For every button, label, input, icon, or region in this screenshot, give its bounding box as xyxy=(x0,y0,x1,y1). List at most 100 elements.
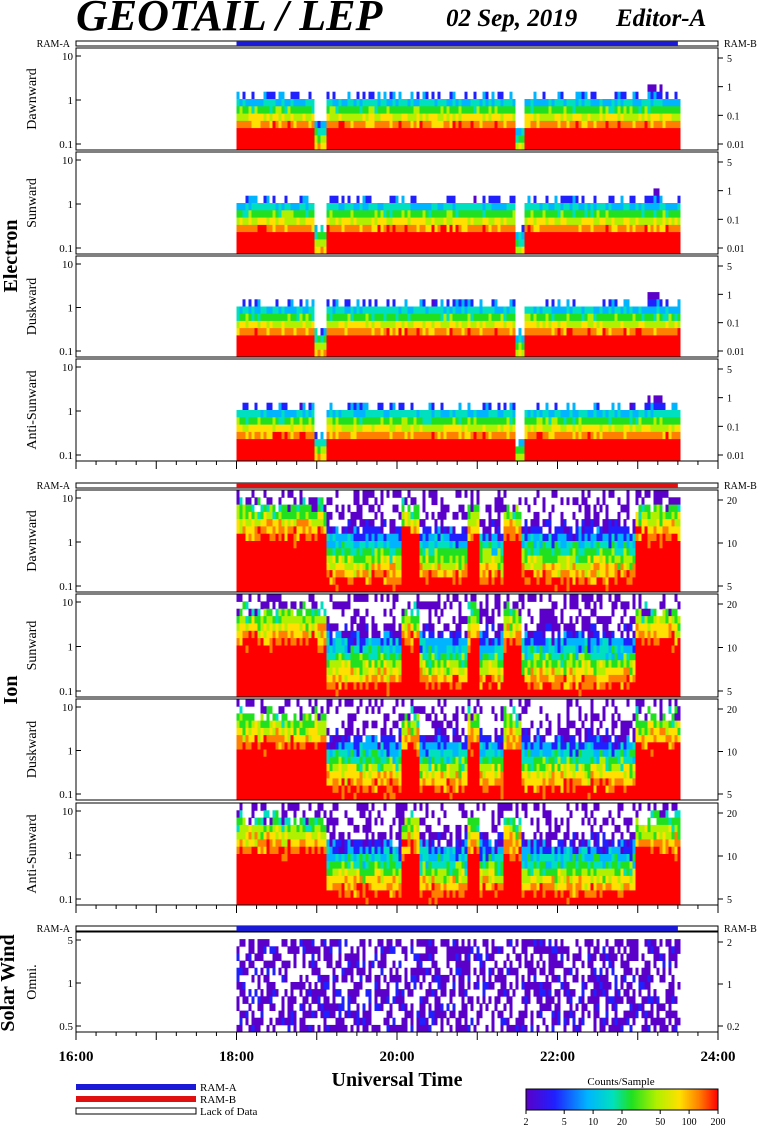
panel-label: Dawnward xyxy=(25,68,40,129)
ram-b-label: RAM-B xyxy=(724,924,757,935)
left-tick-label: 10 xyxy=(62,702,74,714)
panel-anti-sunward: Anti-Sunward 10 1 0.1 20 10 5 xyxy=(25,802,737,906)
figure-title: GEOTAIL / LEP xyxy=(76,0,384,40)
left-tick-label: 1 xyxy=(68,850,74,862)
right-tick-label: 0.1 xyxy=(727,422,740,433)
right-tick-label: 5 xyxy=(727,158,732,169)
right-tick-label: 1 xyxy=(727,83,732,94)
right-tick-label: 5 xyxy=(727,54,732,65)
right-tick-label: 20 xyxy=(727,705,737,716)
right-tick-label: 10 xyxy=(727,539,737,550)
left-tick-label: 10 xyxy=(62,806,74,818)
panel-label: Duskward xyxy=(25,278,40,336)
ram-b-label: RAM-B xyxy=(724,39,757,50)
right-tick-label: 1 xyxy=(727,290,732,301)
left-tick-label: 0.1 xyxy=(59,686,73,698)
left-tick-label: 0.1 xyxy=(59,581,73,593)
panel-dawnward: Dawnward 10 1 0.1 5 1 0.1 0.01 xyxy=(25,47,745,151)
left-tick-label: 10 xyxy=(62,259,74,271)
section-label-electron: Electron xyxy=(0,220,22,293)
right-tick-label: 5 xyxy=(727,582,732,593)
panel-anti-sunward: Anti-Sunward 10 1 0.1 5 1 0.1 0.01 xyxy=(25,358,745,462)
panel-duskward: Duskward 10 1 0.1 5 1 0.1 0.01 xyxy=(25,255,745,358)
panel-label: Duskward xyxy=(25,721,40,779)
right-tick-label: 1 xyxy=(727,187,732,198)
left-tick-label: 1 xyxy=(68,537,74,549)
colorbar-tick-label: 100 xyxy=(682,1117,697,1128)
colorbar-title: Counts/Sample xyxy=(587,1076,654,1088)
legend-ram-a-swatch xyxy=(76,1084,196,1090)
panel-label: Anti-Sunward xyxy=(25,814,40,893)
x-tick-label: 20:00 xyxy=(380,1049,415,1065)
left-tick-label: 0.1 xyxy=(59,243,73,255)
left-tick-label: 0.1 xyxy=(59,894,73,906)
section-label-solar-wind: Solar Wind xyxy=(0,934,19,1031)
colorbar: Counts/Sample 2 5 10 20 50 100 200 xyxy=(524,1076,726,1128)
right-tick-label: 20 xyxy=(727,809,737,820)
left-tick-label: 0.1 xyxy=(59,450,73,462)
right-tick-label: 0.01 xyxy=(727,347,745,358)
left-tick-label: 10 xyxy=(62,155,74,167)
left-tick-label: 0.1 xyxy=(59,139,73,151)
left-tick-label: 5 xyxy=(68,935,74,947)
right-tick-label: 20 xyxy=(727,600,737,611)
colorbar-gradient xyxy=(525,1088,719,1111)
right-tick-label: 0.1 xyxy=(727,319,740,330)
legend-lack-swatch xyxy=(75,1107,197,1115)
left-tick-label: 10 xyxy=(62,362,74,374)
x-tick-label: 18:00 xyxy=(219,1049,254,1065)
left-tick-label: 1 xyxy=(68,746,74,758)
ram-timeline-bar: RAM-A RAM-B xyxy=(37,39,757,50)
left-tick-label: 10 xyxy=(62,597,74,609)
right-tick-label: 0.2 xyxy=(727,1022,740,1033)
right-tick-label: 1 xyxy=(727,980,732,991)
right-tick-label: 0.01 xyxy=(727,140,745,151)
right-tick-label: 5 xyxy=(727,895,732,906)
ram-b-label: RAM-B xyxy=(724,481,757,492)
figure-date: 02 Sep, 2019 xyxy=(446,5,578,32)
colorbar-tick-label: 50 xyxy=(655,1117,665,1128)
left-tick-label: 0.1 xyxy=(59,346,73,358)
left-tick-label: 0.5 xyxy=(59,1021,73,1033)
left-tick-label: 10 xyxy=(62,51,74,63)
right-tick-label: 10 xyxy=(727,644,737,655)
colorbar-tick-label: 20 xyxy=(617,1117,627,1128)
colorbar-tick-label: 2 xyxy=(524,1117,529,1128)
panel-label: Anti-Sunward xyxy=(25,370,40,449)
right-tick-label: 10 xyxy=(727,748,737,759)
panel-sunward: Sunward 10 1 0.1 20 10 5 xyxy=(25,593,737,698)
ram-timeline-bar: RAM-A RAM-B xyxy=(37,924,757,935)
left-tick-label: 1 xyxy=(68,406,74,418)
panel-dawnward: Dawnward 10 1 0.1 20 10 5 xyxy=(25,489,737,593)
legend-ram-b-swatch xyxy=(76,1096,196,1102)
panel-label: Sunward xyxy=(25,621,40,671)
right-tick-label: 2 xyxy=(727,938,732,949)
right-tick-label: 5 xyxy=(727,687,732,698)
ram-timeline-bar: RAM-A RAM-B xyxy=(37,481,757,492)
panel-label: Dawnward xyxy=(25,510,40,571)
right-tick-label: 5 xyxy=(727,790,732,801)
ram-a-label: RAM-A xyxy=(37,924,71,935)
legend-ram-a-label: RAM-A xyxy=(200,1082,237,1094)
left-tick-label: 10 xyxy=(62,493,74,505)
right-tick-label: 10 xyxy=(727,852,737,863)
left-tick-label: 1 xyxy=(68,95,74,107)
left-tick-label: 1 xyxy=(68,978,74,990)
legend-lack-label: Lack of Data xyxy=(200,1106,258,1118)
right-tick-label: 20 xyxy=(727,496,737,507)
colorbar-tick-label: 10 xyxy=(588,1117,598,1128)
ram-a-label: RAM-A xyxy=(37,481,71,492)
legend: RAM-A RAM-B Lack of Data xyxy=(75,1082,258,1118)
panel-sunward: Sunward 10 1 0.1 5 1 0.1 0.01 xyxy=(25,151,745,255)
figure-editor: Editor-A xyxy=(615,5,706,32)
right-tick-label: 5 xyxy=(727,262,732,273)
left-tick-label: 1 xyxy=(68,303,74,315)
x-tick-label: 22:00 xyxy=(540,1049,575,1065)
left-tick-label: 1 xyxy=(68,642,74,654)
section-label-ion: Ion xyxy=(0,676,22,705)
panel-omni-: Omni. 5 1 0.5 2 1 0.2 xyxy=(25,931,740,1033)
right-tick-label: 0.01 xyxy=(727,244,745,255)
right-tick-label: 0.1 xyxy=(727,111,740,122)
panel-duskward: Duskward 10 1 0.1 20 10 5 xyxy=(25,698,737,801)
